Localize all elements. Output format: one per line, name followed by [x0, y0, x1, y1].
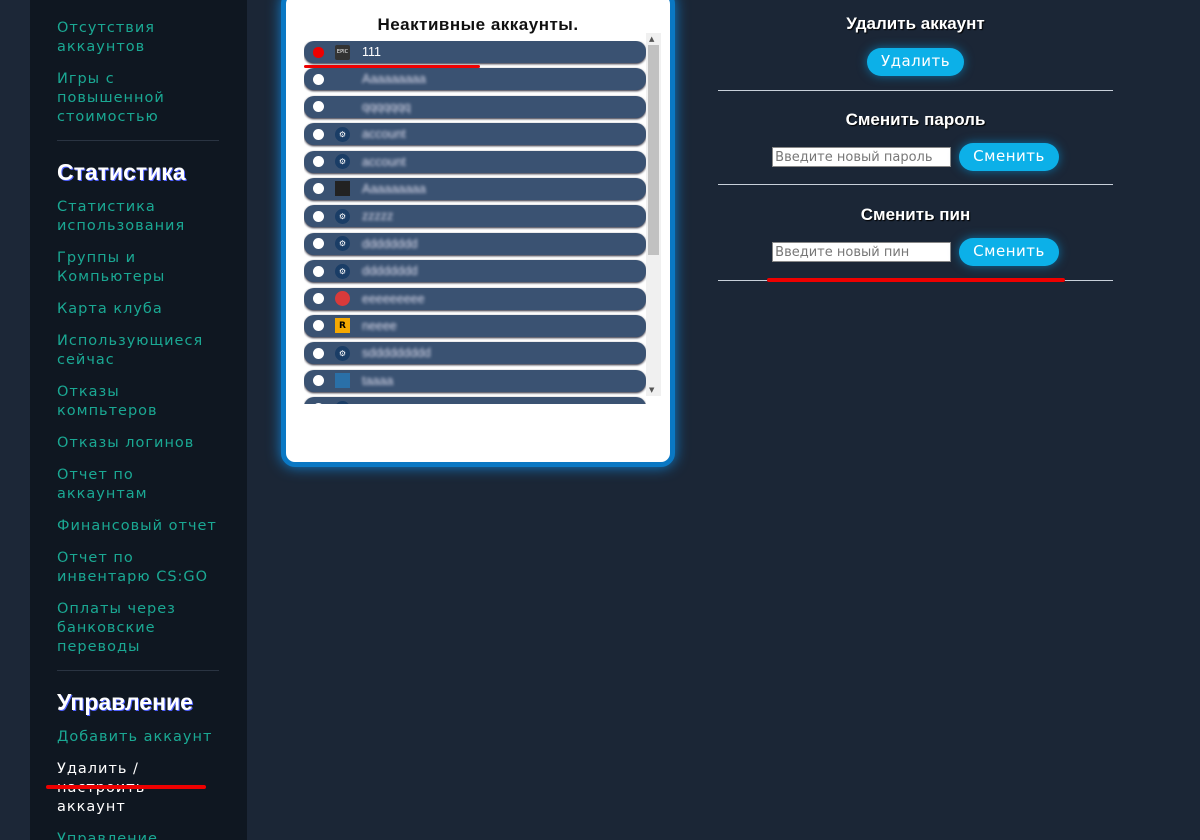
account-radio[interactable]	[313, 320, 324, 332]
annotation-underline	[767, 278, 1065, 282]
page-margin	[0, 0, 30, 840]
account-name: eeeeeeeee	[362, 291, 425, 306]
password-title: Сменить пароль	[845, 110, 986, 129]
account-row[interactable]: qqqqqqq	[304, 95, 646, 118]
account-radio[interactable]	[313, 128, 324, 140]
platform-icon	[335, 72, 350, 87]
sidebar-divider	[57, 140, 219, 141]
account-row[interactable]: Aaaaaaaaa	[304, 177, 646, 200]
inactive-accounts-panel: Неактивные аккаунты. EPIC 111 Aaaaaaaaa qqq…	[281, 0, 675, 467]
new-pin-input[interactable]	[772, 242, 952, 262]
sidebar-item[interactable]: система	[57, 0, 219, 6]
account-row[interactable]: ⚙ dddddddd	[304, 260, 646, 283]
blue-square-icon	[335, 373, 350, 389]
delete-title: Удалить аккаунт	[846, 14, 985, 33]
account-name: dddddddd	[362, 236, 418, 251]
sidebar-item[interactable]: Отказы логинов	[57, 435, 195, 451]
account-row[interactable]: ⚙	[304, 397, 646, 404]
steam-icon: ⚙	[335, 236, 350, 252]
steam-icon: ⚙	[335, 400, 350, 404]
change-pin-button[interactable]: Сменить	[959, 238, 1059, 266]
sidebar-item[interactable]: Отчет по инвентарю CS:GO	[57, 550, 209, 585]
scroll-down-icon[interactable]: ▼	[649, 386, 655, 394]
account-row[interactable]: ⚙ zzzzz	[304, 205, 646, 228]
account-radio[interactable]	[313, 46, 324, 58]
delete-button[interactable]: Удалить	[866, 48, 965, 76]
pin-title: Сменить пин	[860, 205, 971, 224]
divider	[718, 184, 1113, 185]
account-row[interactable]: EPIC 111	[304, 41, 646, 63]
account-row[interactable]: taaaa	[304, 369, 646, 392]
sidebar: система Отсутствия аккаунтов Игры с повыше…	[30, 0, 247, 840]
account-name: zzzzz	[362, 209, 394, 224]
account-name: dddddddd	[362, 264, 418, 279]
account-name: Aaaaaaaaa	[362, 72, 426, 87]
sidebar-item[interactable]: Оплаты через банковские переводы	[57, 601, 176, 655]
scroll-up-icon[interactable]: ▲	[649, 35, 655, 43]
account-row[interactable]: Aaaaaaaaa	[304, 68, 646, 91]
account-radio[interactable]	[313, 402, 324, 404]
account-radio[interactable]	[313, 347, 324, 359]
account-row[interactable]: ⚙ account	[304, 150, 646, 173]
account-name: account	[362, 154, 406, 169]
sidebar-item[interactable]: Отсутствия аккаунтов	[57, 20, 155, 55]
platform-icon	[335, 99, 350, 114]
sidebar-heading: Статистика	[57, 159, 186, 185]
steam-icon: ⚙	[335, 126, 350, 142]
sidebar-item[interactable]: Карта клуба	[57, 301, 163, 317]
account-radio[interactable]	[313, 156, 324, 168]
account-name: account	[362, 127, 406, 142]
account-name: Aaaaaaaaa	[362, 181, 426, 196]
account-radio[interactable]	[313, 375, 324, 387]
sidebar-item[interactable]: Использующиеся сейчас	[57, 333, 204, 368]
account-radio[interactable]	[313, 265, 324, 277]
account-name: 111	[362, 45, 382, 59]
sidebar-item[interactable]: Статистика использования	[57, 199, 186, 234]
sidebar-heading: Управление	[57, 689, 193, 715]
divider	[718, 90, 1113, 91]
account-name: neeee	[362, 318, 397, 333]
steam-icon: ⚙	[335, 263, 350, 279]
steam-icon: ⚙	[335, 208, 350, 224]
epic-games-icon: EPIC	[335, 44, 350, 60]
account-row[interactable]: eeeeeeeee	[304, 287, 646, 310]
account-row[interactable]: ⚙ sddddddddd	[304, 342, 646, 365]
account-radio[interactable]	[313, 183, 324, 195]
sidebar-item[interactable]: Отчет по аккаунтам	[57, 467, 148, 502]
account-radio[interactable]	[313, 210, 324, 222]
sidebar-item[interactable]: Группы и Компьютеры	[57, 250, 166, 285]
account-row[interactable]: ⚙ dddddddd	[304, 232, 646, 255]
change-password-button[interactable]: Сменить	[959, 143, 1059, 171]
sidebar-item[interactable]: Финансовый отчет	[57, 518, 217, 534]
dark-square-icon	[335, 181, 350, 197]
scrollbar-thumb[interactable]	[648, 45, 659, 255]
sidebar-item[interactable]: Игры с повышенной стоимостью	[57, 71, 165, 125]
account-name: sddddddddd	[362, 346, 431, 361]
account-name: taaaa	[362, 373, 394, 388]
account-radio[interactable]	[313, 293, 324, 305]
red-circle-icon	[335, 291, 350, 307]
sidebar-item[interactable]: Отказы компьтеров	[57, 384, 158, 419]
account-radio[interactable]	[313, 101, 324, 113]
annotation-underline	[304, 65, 480, 68]
account-name: qqqqqqq	[362, 99, 411, 114]
sidebar-item[interactable]: Добавить аккаунт	[57, 729, 213, 745]
steam-icon: ⚙	[335, 154, 350, 170]
account-radio[interactable]	[313, 73, 324, 85]
account-radio[interactable]	[313, 238, 324, 250]
sidebar-divider	[57, 670, 219, 671]
sidebar-item[interactable]: Управление аккаунтами	[57, 831, 158, 840]
new-password-input[interactable]	[772, 147, 952, 167]
account-row[interactable]: ⚙ account	[304, 123, 646, 146]
account-list: EPIC 111 Aaaaaaaaa qqqqqqq ⚙ account ⚙ account A…	[304, 41, 646, 404]
scrollbar[interactable]: ▲ ▼	[646, 33, 661, 396]
annotation-underline	[46, 785, 206, 789]
panel-title: Неактивные аккаунты.	[377, 15, 579, 34]
steam-icon: ⚙	[335, 345, 350, 361]
rockstar-icon: R	[335, 318, 350, 334]
